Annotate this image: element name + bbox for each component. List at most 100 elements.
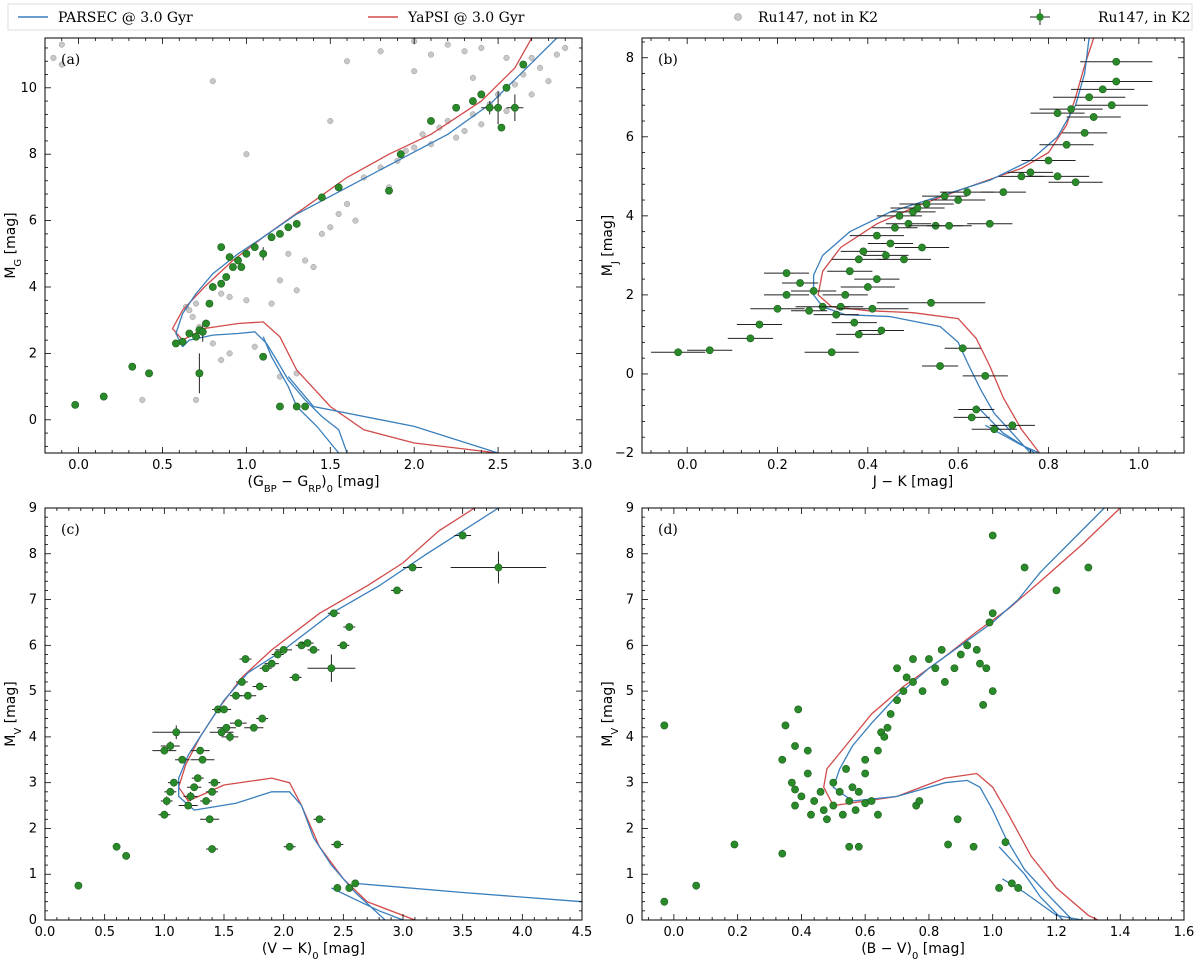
k2-point bbox=[845, 842, 854, 851]
k2-point bbox=[334, 183, 343, 192]
parsec-isochrone-line bbox=[852, 779, 1073, 920]
k2-point bbox=[396, 150, 405, 159]
k2-point bbox=[1053, 109, 1062, 117]
not-k2-point bbox=[310, 264, 317, 271]
not-k2-point bbox=[335, 210, 342, 218]
k2-point bbox=[963, 188, 972, 197]
k2-point bbox=[893, 696, 901, 705]
not-k2-point bbox=[411, 68, 418, 75]
k2-point bbox=[969, 842, 978, 851]
k2-point bbox=[913, 204, 922, 212]
k2-point bbox=[469, 97, 477, 105]
y-tick-label: 0 bbox=[626, 913, 634, 928]
k2-point bbox=[1008, 421, 1017, 430]
k2-point bbox=[1112, 57, 1121, 66]
k2-point bbox=[229, 263, 237, 271]
panel-label: (d) bbox=[658, 522, 678, 538]
k2-point bbox=[854, 255, 863, 264]
k2-point bbox=[999, 188, 1008, 197]
k2-point bbox=[827, 348, 836, 357]
k2-point bbox=[210, 778, 219, 787]
k2-point bbox=[427, 117, 435, 125]
k2-point bbox=[829, 778, 838, 787]
x-tick-label: 0.6 bbox=[855, 925, 876, 940]
k2-point bbox=[217, 728, 226, 737]
k2-point bbox=[327, 664, 336, 673]
k2-point bbox=[494, 103, 502, 112]
not-k2-point bbox=[276, 277, 283, 284]
k2-point bbox=[166, 742, 175, 750]
k2-point bbox=[178, 755, 187, 764]
k2-point bbox=[925, 655, 933, 663]
legend-yapsi-label: YaPSI @ 3.0 Gyr bbox=[407, 10, 525, 26]
k2-point bbox=[184, 801, 193, 810]
not-k2-point bbox=[553, 51, 560, 58]
k2-point bbox=[510, 103, 519, 112]
not-k2-point bbox=[511, 81, 518, 88]
x-tick-label: 2.5 bbox=[488, 458, 509, 473]
y-tick-label: 10 bbox=[20, 81, 37, 96]
y-tick-label: 6 bbox=[29, 214, 37, 229]
k2-point bbox=[851, 806, 860, 815]
y-tick-label: 2 bbox=[626, 288, 634, 303]
k2-point bbox=[291, 673, 300, 682]
k2-point bbox=[1017, 172, 1026, 181]
k2-point bbox=[848, 783, 857, 792]
y-tick-label: 6 bbox=[29, 638, 37, 653]
yapsi-isochrone-rgb-line bbox=[187, 777, 416, 920]
k2-point bbox=[791, 742, 799, 750]
y-tick-label: 9 bbox=[626, 501, 634, 516]
k2-point bbox=[781, 721, 790, 730]
axes-frame bbox=[641, 37, 1185, 454]
k2-point bbox=[900, 255, 908, 264]
k2-point bbox=[730, 840, 739, 849]
k2-point bbox=[796, 279, 804, 287]
panel-label: (a) bbox=[61, 52, 80, 68]
not-k2-point bbox=[453, 134, 460, 141]
y-tick-label: 2 bbox=[626, 821, 634, 836]
x-tick-label: 1.0 bbox=[154, 925, 175, 940]
k2-point bbox=[237, 678, 246, 686]
y-tick-label: 4 bbox=[29, 730, 37, 745]
k2-point bbox=[1052, 586, 1061, 595]
k2-point bbox=[863, 283, 872, 291]
k2-point bbox=[705, 346, 714, 355]
k2-point bbox=[803, 746, 812, 755]
y-tick-label: 8 bbox=[29, 547, 37, 562]
k2-point bbox=[315, 815, 324, 824]
not-k2-point bbox=[192, 396, 200, 403]
k2-point bbox=[99, 392, 108, 401]
x-tick-label: 0.4 bbox=[857, 458, 878, 473]
k2-point bbox=[940, 192, 949, 200]
k2-point bbox=[859, 247, 868, 256]
k2-point bbox=[303, 639, 312, 647]
x-tick-label: 1.4 bbox=[1110, 925, 1131, 940]
k2-point bbox=[861, 769, 870, 778]
x-tick-label: 2.5 bbox=[333, 925, 354, 940]
legend: PARSEC @ 3.0 Gyr YaPSI @ 3.0 Gyr Ru147, … bbox=[7, 3, 1193, 31]
k2-point bbox=[893, 664, 901, 673]
x-tick-label: 0.8 bbox=[919, 925, 940, 940]
k2-point bbox=[208, 845, 216, 853]
k2-point bbox=[972, 405, 981, 414]
not-k2-point bbox=[58, 61, 65, 68]
x-tick-label: 1.0 bbox=[1128, 458, 1149, 473]
k2-point bbox=[452, 103, 461, 112]
plot-area bbox=[74, 508, 582, 920]
panel-c-vk-cmd: 0.0 0.5 1.0 1.5 2.0 2.5 3.0 3.5 4.0 4.5 0 1 2 3 4 5 6 7 8 9… bbox=[3, 501, 592, 962]
y-tick-label: 0 bbox=[29, 913, 37, 928]
k2-point bbox=[918, 687, 927, 696]
k2-point bbox=[208, 787, 216, 796]
k2-point bbox=[877, 326, 886, 335]
not-k2-point bbox=[251, 343, 258, 350]
k2-point bbox=[190, 783, 199, 792]
k2-point bbox=[309, 646, 318, 654]
k2-point bbox=[172, 728, 181, 737]
k2-point bbox=[193, 774, 202, 782]
y-tick-label: 3 bbox=[626, 776, 634, 791]
k2-point bbox=[166, 787, 175, 796]
y-axis-label: MV [mag] bbox=[600, 681, 621, 746]
k2-point bbox=[918, 243, 926, 252]
k2-point bbox=[232, 691, 240, 700]
k2-point bbox=[71, 400, 80, 409]
